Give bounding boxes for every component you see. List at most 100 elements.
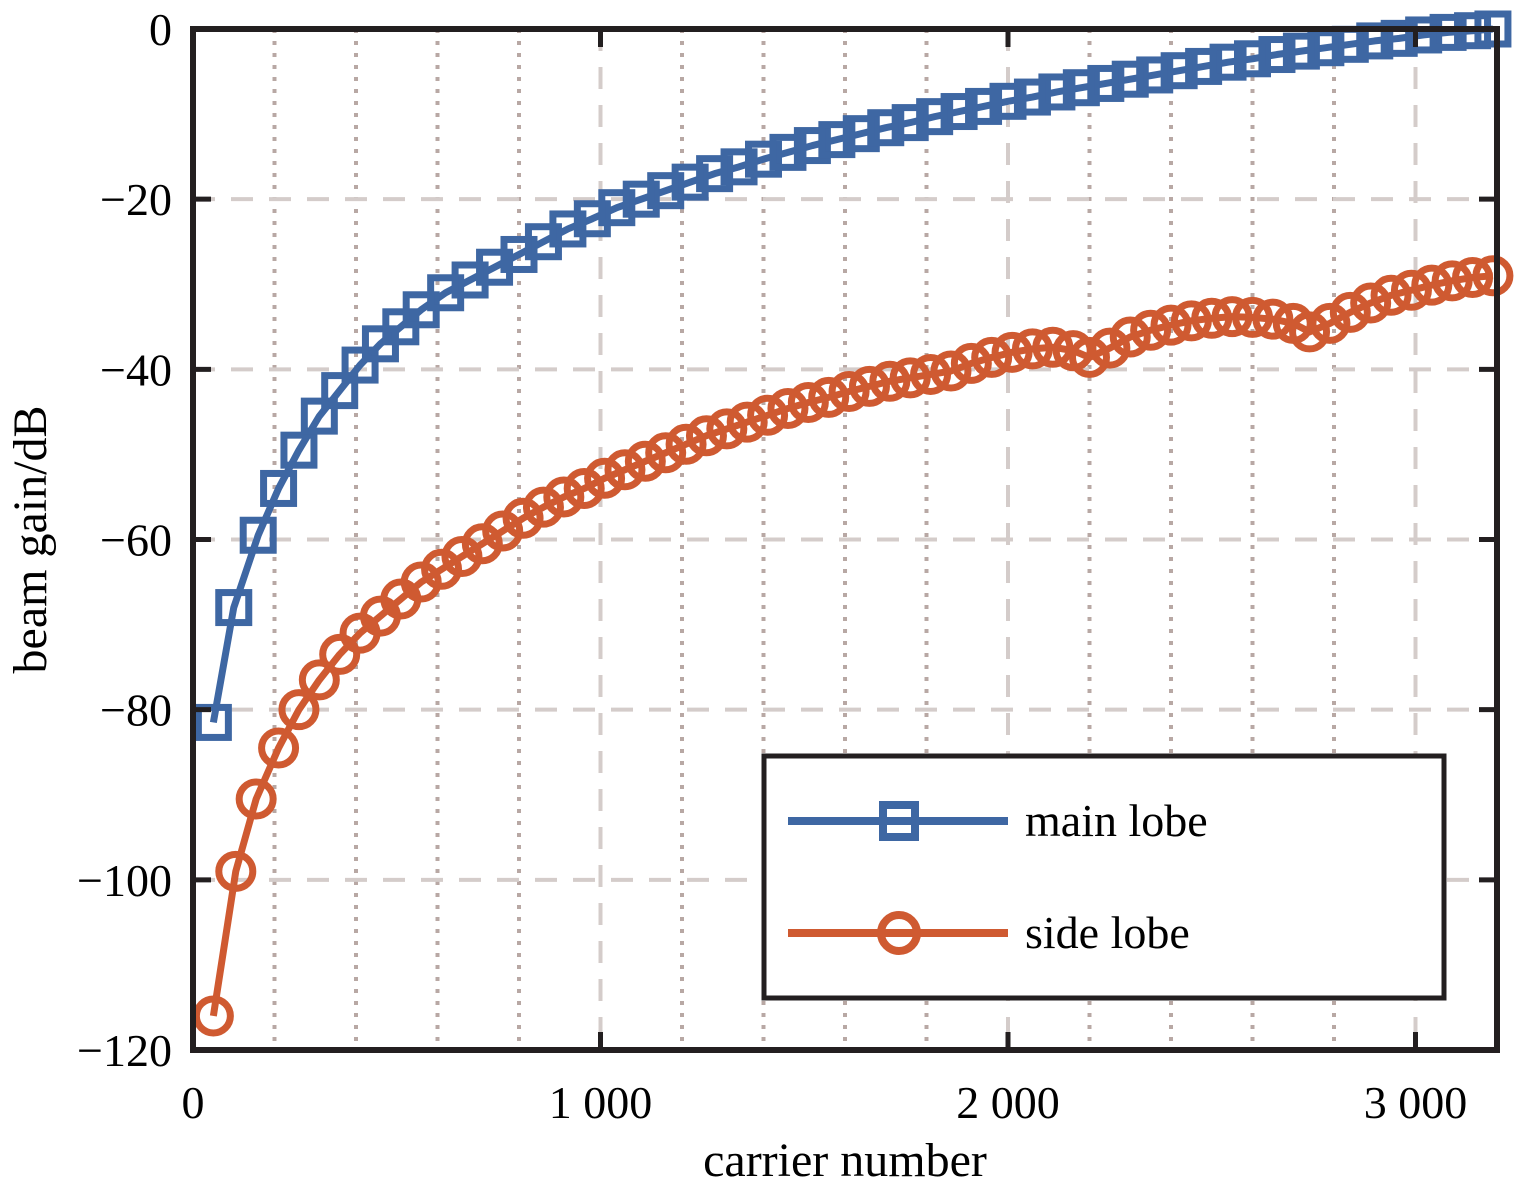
data-point xyxy=(1109,316,1151,358)
data-point xyxy=(726,401,768,443)
legend-entry-main-lobe: main lobe xyxy=(788,795,1208,846)
data-point xyxy=(1252,298,1294,340)
data-point xyxy=(319,633,361,675)
data-point xyxy=(192,995,234,1037)
data-point xyxy=(624,440,666,482)
data-point xyxy=(1452,256,1494,298)
data-point xyxy=(1069,336,1110,378)
data-point xyxy=(280,431,318,469)
data-point xyxy=(260,469,298,507)
data-point xyxy=(645,432,687,474)
data-point xyxy=(930,350,972,392)
data-point xyxy=(1309,302,1351,344)
data-point xyxy=(441,536,483,578)
data-point xyxy=(869,360,911,402)
data-point xyxy=(940,93,978,131)
data-point xyxy=(622,180,660,218)
data-point xyxy=(1356,22,1394,60)
data-point xyxy=(1087,64,1125,102)
data-point xyxy=(1429,13,1467,51)
y-tick-label: −80 xyxy=(100,685,172,736)
legend-label-main-lobe: main lobe xyxy=(1025,795,1208,846)
data-point xyxy=(1011,328,1053,370)
y-axis-label: beam gain/dB xyxy=(4,406,57,674)
data-point xyxy=(1390,269,1432,311)
data-point xyxy=(321,372,359,410)
data-point xyxy=(769,133,807,171)
data-point xyxy=(1411,264,1453,306)
data-point xyxy=(1211,296,1253,338)
data-point xyxy=(598,189,636,227)
data-point xyxy=(889,357,931,399)
data-point xyxy=(298,659,340,701)
data-point xyxy=(745,140,782,178)
data-point xyxy=(1350,282,1392,324)
x-tick-label: 2 000 xyxy=(956,1077,1060,1128)
data-point xyxy=(1258,36,1296,74)
data-point xyxy=(808,376,850,418)
data-point xyxy=(1111,60,1149,98)
y-tick-label: −40 xyxy=(100,344,172,395)
data-point xyxy=(696,155,734,193)
data-point xyxy=(1289,311,1331,353)
data-point xyxy=(828,370,870,412)
data-point xyxy=(563,467,605,509)
data-point xyxy=(194,703,232,741)
x-tick-label: 0 xyxy=(182,1077,205,1128)
legend: main lobe side lobe xyxy=(761,753,1447,1001)
data-point xyxy=(1405,16,1443,54)
data-point xyxy=(1472,255,1514,297)
y-tick-label: −60 xyxy=(100,515,172,566)
data-point xyxy=(1170,300,1212,342)
legend-marker-main-lobe xyxy=(879,801,919,841)
y-tick-label: −20 xyxy=(100,174,172,225)
data-point xyxy=(215,850,257,892)
series-line-side-lobe xyxy=(209,272,1494,1017)
data-point xyxy=(502,497,544,539)
data-point xyxy=(1185,47,1223,85)
data-point xyxy=(1130,309,1172,351)
data-point xyxy=(747,394,789,436)
data-point xyxy=(235,778,277,820)
data-point xyxy=(671,163,709,201)
data-point xyxy=(258,727,300,769)
data-point xyxy=(665,423,707,465)
data-point xyxy=(1160,52,1198,90)
data-point xyxy=(950,342,992,384)
data-point xyxy=(1013,78,1051,116)
legend-entry-side-lobe: side lobe xyxy=(788,907,1190,958)
data-point xyxy=(421,548,463,590)
data-point xyxy=(1089,327,1131,369)
y-tick-label: −100 xyxy=(77,855,172,906)
data-point xyxy=(584,457,626,499)
data-point xyxy=(910,353,952,395)
data-point xyxy=(1150,304,1192,346)
legend-label-side-lobe: side lobe xyxy=(1025,907,1190,958)
data-point xyxy=(767,387,809,429)
legend-box xyxy=(761,753,1447,1001)
data-point xyxy=(1032,326,1074,368)
data-point xyxy=(818,121,856,159)
data-point xyxy=(215,589,253,627)
data-point xyxy=(573,200,611,238)
data-point xyxy=(685,415,727,457)
data-point xyxy=(916,98,954,136)
data-point xyxy=(793,127,831,165)
data-point xyxy=(989,82,1027,120)
data-point xyxy=(1062,69,1100,107)
axis-ticks: 0 1 000 2 000 3 000 −120 −100 −80 −60 −40 −20 0 xyxy=(77,4,1497,1128)
data-point xyxy=(706,408,748,450)
y-tick-label: 0 xyxy=(149,4,172,55)
data-point xyxy=(239,516,277,554)
data-point xyxy=(278,689,320,731)
x-tick-label: 1 000 xyxy=(549,1077,653,1128)
data-point xyxy=(891,104,929,142)
data-point xyxy=(482,510,524,552)
grid xyxy=(193,29,1497,1050)
legend-marker-side-lobe xyxy=(877,911,921,955)
data-point xyxy=(1209,43,1247,81)
data-point xyxy=(1038,73,1076,111)
data-point xyxy=(848,365,890,407)
data-point xyxy=(971,336,1013,378)
